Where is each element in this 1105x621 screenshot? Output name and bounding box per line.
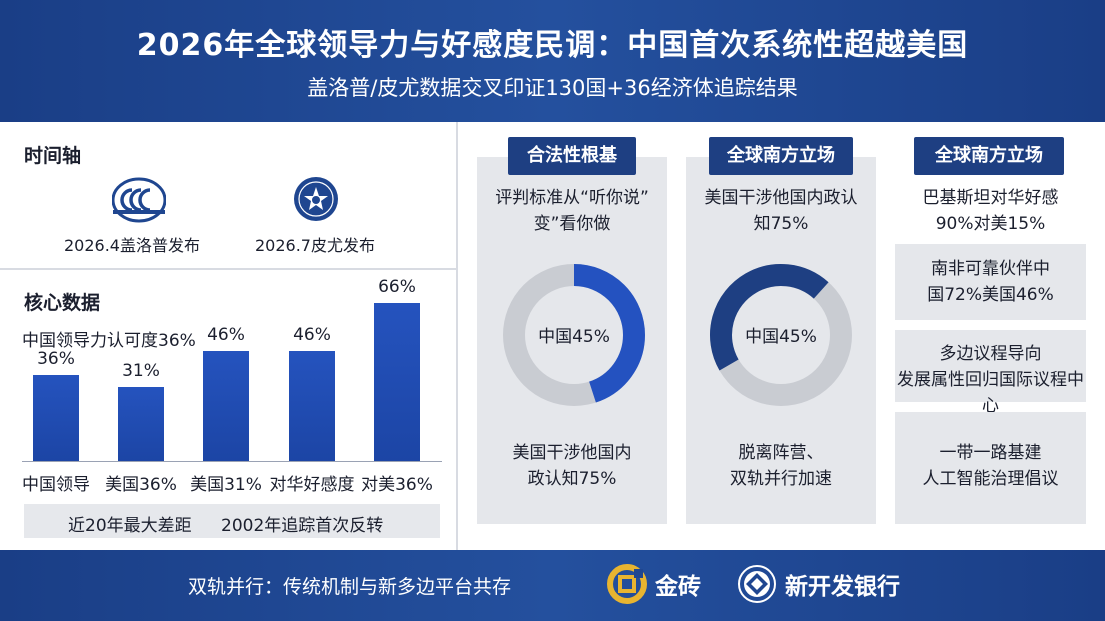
bar-value-label: 31% xyxy=(122,361,160,381)
card3-line-2: 南非可靠伙伴中 国72%美国46% xyxy=(927,259,1054,305)
timeline-title: 时间轴 xyxy=(24,145,82,167)
card-legitimacy-top-text: 评判标准从“听你说” 变”看你做 xyxy=(495,188,649,234)
brics-logo-icon xyxy=(607,564,647,604)
bar-category-label: 对美36% xyxy=(361,475,433,495)
summary-box: 近20年最大差距 2002年追踪首次反转 xyxy=(24,504,440,538)
bar-value-label: 46% xyxy=(207,325,245,345)
gallup-logo-icon xyxy=(112,177,166,223)
ndb-brand: 新开发银行 xyxy=(737,564,900,604)
donut-legitimacy-label: 中国45% xyxy=(538,327,610,347)
horizontal-divider xyxy=(0,268,456,270)
brics-label: 金砖 xyxy=(655,574,701,600)
timeline-item-pew: 2026.7皮尤发布 xyxy=(255,236,375,255)
core-data-note: 中国领导力认可度36% xyxy=(22,331,196,351)
bar-value-label: 36% xyxy=(37,349,75,369)
summary-left: 近20年最大差距 xyxy=(68,516,192,536)
vertical-divider xyxy=(456,122,458,550)
card-global-south-2-title: 全球南方立场 xyxy=(914,137,1064,175)
bar-category-label: 对华好感度 xyxy=(269,475,355,495)
page-subtitle: 盖洛普/皮尤数据交叉印证130国+36经济体追踪结果 xyxy=(307,76,798,100)
donut-value-arc xyxy=(710,264,852,406)
donut-global-south-label: 中国45% xyxy=(745,327,817,347)
bar-value-label: 46% xyxy=(293,325,331,345)
bar-value-label: 66% xyxy=(378,277,416,297)
card3-box-4 xyxy=(895,412,1086,524)
donut-legitimacy xyxy=(503,264,645,406)
brics-brand: 金砖 xyxy=(607,564,701,604)
card3-box-2 xyxy=(895,244,1086,320)
core-data-title: 核心数据 xyxy=(24,292,101,314)
bar-category-label: 中国领导 xyxy=(22,475,90,495)
ndb-logo-icon xyxy=(738,565,776,603)
page-title: 2026年全球领导力与好感度民调：中国首次系统性超越美国 xyxy=(136,28,969,63)
card3-line-3: 多边议程导向 发展属性回归国际议程中心 xyxy=(897,344,1084,416)
donut-global-south xyxy=(710,264,852,406)
timeline-item-gallup: 2026.4盖洛普发布 xyxy=(64,236,200,255)
donut-value-arc xyxy=(503,264,645,406)
card-legitimacy-bottom-text: 美国干涉他国内 政认知75% xyxy=(512,443,632,489)
header-banner: 2026年全球领导力与好感度民调：中国首次系统性超越美国 盖洛普/皮尤数据交叉印… xyxy=(0,0,1105,122)
chart-axis xyxy=(22,461,442,462)
card-global-south-title: 全球南方立场 xyxy=(709,137,853,175)
bar xyxy=(33,375,79,461)
bar-category-label: 美国31% xyxy=(190,475,262,495)
bar xyxy=(374,303,420,461)
card3-line-4: 一带一路基建 人工智能治理倡议 xyxy=(922,443,1059,489)
footer-text: 双轨并行：传统机制与新多边平台共存 xyxy=(188,576,512,598)
bar xyxy=(118,387,164,461)
ndb-label: 新开发银行 xyxy=(785,574,900,600)
bar-category-label: 美国36% xyxy=(105,475,177,495)
card-legitimacy-title: 合法性根基 xyxy=(508,137,636,175)
footer-banner: 双轨并行：传统机制与新多边平台共存 金砖 新开发银行 xyxy=(0,550,1105,621)
card-global-south-top-text: 美国干涉他国内政认 知75% xyxy=(704,188,858,234)
summary-right: 2002年追踪首次反转 xyxy=(221,516,384,536)
card3-box-3 xyxy=(895,330,1086,402)
card-global-south-bottom-text: 脱离阵营、 双轨并行加速 xyxy=(730,443,832,489)
bar xyxy=(289,351,335,461)
bar xyxy=(203,351,249,461)
pew-logo-icon xyxy=(294,177,338,221)
card3-line-1: 巴基斯坦对华好感 90%对美15% xyxy=(922,188,1059,234)
